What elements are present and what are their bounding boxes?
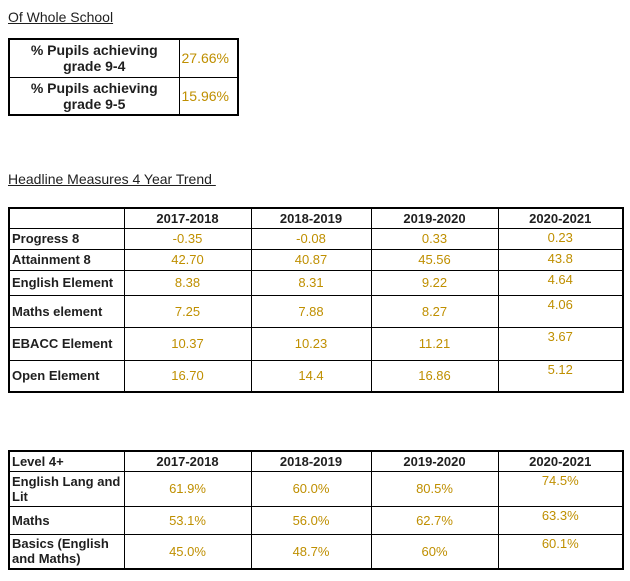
value-cell: 43.8 — [497, 248, 624, 271]
row-label-attainment8: Attainment 8 — [8, 248, 125, 271]
value-cell: 3.67 — [497, 326, 624, 361]
value-cell: 4.06 — [497, 294, 624, 328]
year-column-header: 2017-2018 — [123, 450, 252, 472]
table-row: Attainment 8 42.70 40.87 45.56 43.8 — [8, 248, 624, 271]
year-column-header: 2018-2019 — [250, 207, 372, 229]
value-cell: 10.37 — [123, 326, 252, 361]
value-cell: 0.23 — [497, 227, 624, 250]
row-label-english-element: English Element — [8, 269, 125, 296]
value-cell: 0.33 — [370, 227, 499, 250]
year-column-header: 2019-2020 — [370, 450, 499, 472]
value-cell: -0.08 — [250, 227, 372, 250]
value-cell: 7.25 — [123, 294, 252, 328]
year-column-header: 2019-2020 — [370, 207, 499, 229]
value-cell: 60.1% — [497, 533, 624, 570]
corner-cell — [8, 207, 125, 229]
table-row: % Pupils achieving grade 9-4 27.66% — [8, 38, 239, 78]
value-cell: 61.9% — [123, 470, 252, 507]
table-row: % Pupils achieving grade 9-5 15.96% — [8, 76, 239, 116]
table-row: Progress 8 -0.35 -0.08 0.33 0.23 — [8, 227, 624, 250]
row-label-open-element: Open Element — [8, 359, 125, 393]
value-cell: 8.27 — [370, 294, 499, 328]
value-cell: 9.22 — [370, 269, 499, 296]
value-cell: 16.86 — [370, 359, 499, 393]
year-column-header: 2017-2018 — [123, 207, 252, 229]
whole-school-table: % Pupils achieving grade 9-4 27.66% % Pu… — [8, 38, 239, 116]
value-cell: 60% — [370, 533, 499, 570]
header-row: Level 4+ 2017-2018 2018-2019 2019-2020 2… — [8, 450, 624, 472]
value-cell: 48.7% — [250, 533, 372, 570]
value-cell: 10.23 — [250, 326, 372, 361]
row-label-grade-9-5: % Pupils achieving grade 9-5 — [8, 76, 180, 116]
report-page: Of Whole School % Pupils achieving grade… — [8, 9, 624, 570]
table-row: Maths 53.1% 56.0% 62.7% 63.3% — [8, 505, 624, 535]
year-column-header: 2020-2021 — [497, 450, 624, 472]
value-cell: 45.0% — [123, 533, 252, 570]
value-cell: 56.0% — [250, 505, 372, 535]
table-row: English Lang and Lit 61.9% 60.0% 80.5% 7… — [8, 470, 624, 507]
row-label-progress8: Progress 8 — [8, 227, 125, 250]
row-label-english-lang-lit: English Lang and Lit — [8, 470, 125, 507]
table-row: Maths element 7.25 7.88 8.27 4.06 — [8, 294, 624, 328]
value-cell: 80.5% — [370, 470, 499, 507]
year-column-header: 2018-2019 — [250, 450, 372, 472]
row-label-ebacc-element: EBACC Element — [8, 326, 125, 361]
value-cell: 63.3% — [497, 505, 624, 535]
level4-table: Level 4+ 2017-2018 2018-2019 2019-2020 2… — [8, 450, 624, 570]
value-cell: 7.88 — [250, 294, 372, 328]
value-cell: 40.87 — [250, 248, 372, 271]
table-row: Open Element 16.70 14.4 16.86 5.12 — [8, 359, 624, 393]
row-label-basics: Basics (English and Maths) — [8, 533, 125, 570]
value-cell: 4.64 — [497, 269, 624, 296]
section-title-whole-school: Of Whole School — [8, 9, 114, 25]
value-cell: 60.0% — [250, 470, 372, 507]
year-column-header: 2020-2021 — [497, 207, 624, 229]
value-grade-9-5: 15.96% — [178, 76, 239, 116]
value-cell: 14.4 — [250, 359, 372, 393]
value-grade-9-4: 27.66% — [178, 38, 239, 78]
value-cell: 11.21 — [370, 326, 499, 361]
row-label-maths: Maths — [8, 505, 125, 535]
value-cell: 42.70 — [123, 248, 252, 271]
section-title-headline-measures: Headline Measures 4 Year Trend — [8, 171, 216, 187]
table-row: EBACC Element 10.37 10.23 11.21 3.67 — [8, 326, 624, 361]
value-cell: 8.31 — [250, 269, 372, 296]
level4-corner-header: Level 4+ — [8, 450, 125, 472]
headline-trend-table: 2017-2018 2018-2019 2019-2020 2020-2021 … — [8, 207, 624, 393]
value-cell: 16.70 — [123, 359, 252, 393]
table-row: Basics (English and Maths) 45.0% 48.7% 6… — [8, 533, 624, 570]
header-row: 2017-2018 2018-2019 2019-2020 2020-2021 — [8, 207, 624, 229]
value-cell: 45.56 — [370, 248, 499, 271]
value-cell: 74.5% — [497, 470, 624, 507]
row-label-maths-element: Maths element — [8, 294, 125, 328]
value-cell: 5.12 — [497, 359, 624, 393]
row-label-grade-9-4: % Pupils achieving grade 9-4 — [8, 38, 180, 78]
value-cell: -0.35 — [123, 227, 252, 250]
value-cell: 62.7% — [370, 505, 499, 535]
value-cell: 8.38 — [123, 269, 252, 296]
value-cell: 53.1% — [123, 505, 252, 535]
table-row: English Element 8.38 8.31 9.22 4.64 — [8, 269, 624, 296]
